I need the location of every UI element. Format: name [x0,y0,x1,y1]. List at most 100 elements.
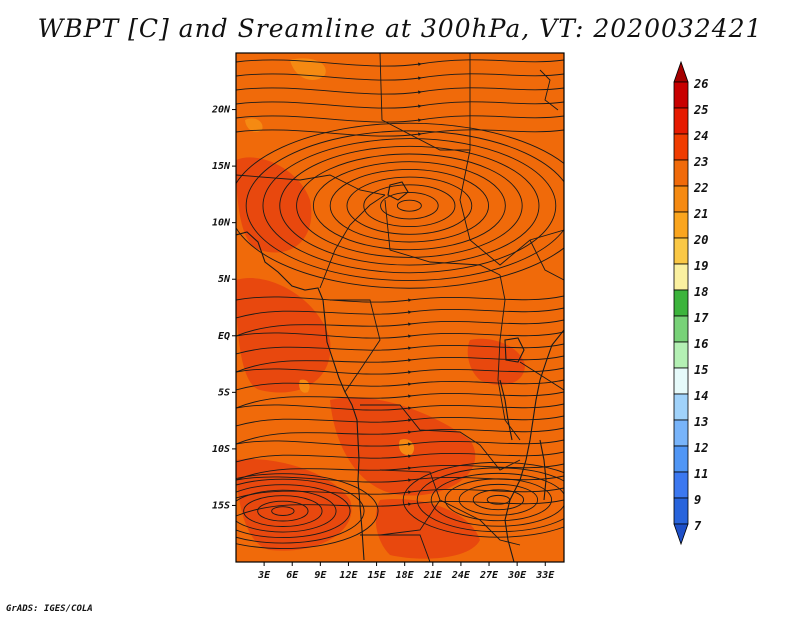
y-tick-label: EQ [218,331,230,342]
x-tick-label: 24E [451,570,471,581]
streamline [346,176,473,235]
temperature-patch [236,278,331,393]
streamline [380,192,439,220]
colorbar-swatch [673,341,689,369]
x-tick-label: 33E [535,570,555,581]
colorbar-label: 25 [693,103,708,117]
y-tick-label: 20N [211,105,231,116]
streamline [236,451,564,463]
y-tick-label: 10S [212,444,230,455]
streamline [236,343,564,355]
streamline [236,427,564,445]
streamline [329,168,490,243]
lake-chad [387,181,409,201]
colorbar-swatch [673,367,689,395]
streamline [236,499,564,517]
colorbar-swatch [673,211,689,239]
streamline [236,473,379,549]
streamline [236,87,564,95]
streamline [262,138,557,274]
colorbar-label: 9 [694,493,701,507]
colorbar-label: 19 [694,259,708,273]
streamline [236,484,351,538]
colorbar-swatch [673,159,689,187]
colorbar: 26 25 24 23 22 21 20 19 18 17 16 15 14 13 12 11 9 7 [673,60,709,546]
streamline [402,461,564,538]
x-tick-label: 12E [339,570,358,581]
colorbar-swatch [673,497,689,525]
streamline [236,307,564,319]
streamline [430,472,564,527]
streamline [472,489,525,511]
x-tick-label: 6E [286,570,299,581]
colorbar-label: 26 [693,77,708,91]
streamline [363,184,456,228]
colorbar-swatch [673,419,689,447]
colorbar-swatch [673,133,689,161]
lake-victoria [504,337,525,363]
x-tick-label: 15E [368,570,387,581]
streamline [236,379,564,391]
colorbar-swatch [673,393,689,421]
streamline [236,355,564,373]
streamline [279,145,540,266]
x-tick-label: 30E [507,570,527,581]
colorbar-label: 16 [694,337,708,351]
x-tick-label: 9E [314,570,327,581]
colorbar-swatch [673,81,689,109]
chart-title: WBPT [C] and Sreamline at 300hPa, VT: 20… [37,14,763,43]
streamline [236,403,564,411]
streamline [296,153,523,258]
colorbar-label: 14 [694,389,708,403]
y-tick-label: 10N [212,218,231,229]
streamline [236,439,564,447]
border-namibia-botswana [360,534,431,562]
streamline [271,506,295,516]
colorbar-label: 17 [694,311,709,325]
colorbar-label: 18 [694,285,708,299]
streamline [458,483,539,516]
streamline [243,495,323,527]
streamline [236,101,564,109]
streamline [236,463,564,481]
colorbar-swatch [673,237,689,265]
border-chad-car [384,199,501,276]
border-sudan [459,149,564,266]
streamline [486,494,511,505]
streamline [236,489,337,533]
x-tick-label: 18E [396,570,415,581]
streamline [236,331,564,339]
streamline [245,130,564,281]
colorbar-label: 15 [694,363,708,377]
colorbar-swatch [673,263,689,291]
streamline [236,295,564,303]
colorbar-swatch [673,471,689,499]
grads-credit: GrADS: IGES/COLA [6,604,93,614]
x-tick-label: 21E [423,570,443,581]
border-libya-chad [379,53,471,151]
streamline [236,59,564,67]
colorbar-label: 24 [693,129,708,143]
colorbar-label: 22 [693,181,708,195]
y-axis: 20N 15N 10N 5N EQ 5S 10S 15S [211,105,236,511]
border-ethiopia [529,239,564,281]
x-tick-label: 3E [257,570,271,581]
border-niger-nigeria [236,174,386,196]
colorbar-swatch [673,445,689,473]
map-frame [235,52,565,563]
colorbar-label: 21 [693,207,708,221]
colorbar-swatch [673,185,689,213]
streamline [257,500,309,522]
streamline [236,415,564,427]
colorbar-swatch [673,107,689,135]
streamline [236,115,564,123]
temperature-patch [467,338,525,385]
streamline [236,367,564,375]
streamlines [236,59,564,549]
temperature-patch [245,118,263,132]
y-tick-label: 15S [212,500,230,511]
colorbar-label: 7 [694,519,702,533]
y-tick-label: 5S [218,387,230,398]
x-axis: 3E 6E 9E 12E 15E 18E 21E 24E 27E 30E 33E [257,562,555,581]
y-tick-label: 15N [212,161,231,172]
